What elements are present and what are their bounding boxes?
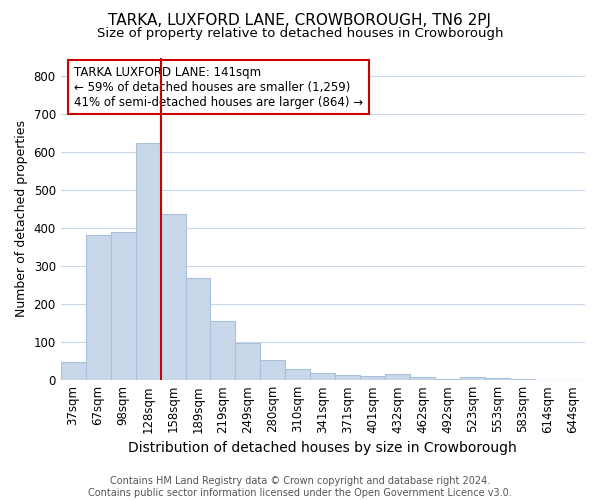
- Bar: [435, 379, 460, 380]
- Bar: [310, 374, 335, 380]
- Bar: [211, 320, 235, 380]
- Bar: [235, 344, 260, 380]
- Bar: [335, 375, 360, 380]
- X-axis label: Distribution of detached houses by size in Crowborough: Distribution of detached houses by size …: [128, 441, 517, 455]
- Bar: [161, 214, 185, 380]
- Bar: [460, 377, 485, 380]
- Bar: [136, 143, 161, 380]
- Bar: [410, 377, 435, 380]
- Bar: [185, 278, 211, 380]
- Bar: [86, 235, 110, 380]
- Bar: [61, 362, 86, 380]
- Text: TARKA LUXFORD LANE: 141sqm
← 59% of detached houses are smaller (1,259)
41% of s: TARKA LUXFORD LANE: 141sqm ← 59% of deta…: [74, 66, 363, 108]
- Y-axis label: Number of detached properties: Number of detached properties: [15, 120, 28, 318]
- Bar: [360, 376, 385, 380]
- Bar: [260, 360, 286, 380]
- Text: Size of property relative to detached houses in Crowborough: Size of property relative to detached ho…: [97, 28, 503, 40]
- Bar: [286, 369, 310, 380]
- Bar: [485, 378, 510, 380]
- Text: Contains HM Land Registry data © Crown copyright and database right 2024.
Contai: Contains HM Land Registry data © Crown c…: [88, 476, 512, 498]
- Bar: [385, 374, 410, 380]
- Bar: [110, 232, 136, 380]
- Text: TARKA, LUXFORD LANE, CROWBOROUGH, TN6 2PJ: TARKA, LUXFORD LANE, CROWBOROUGH, TN6 2P…: [109, 12, 491, 28]
